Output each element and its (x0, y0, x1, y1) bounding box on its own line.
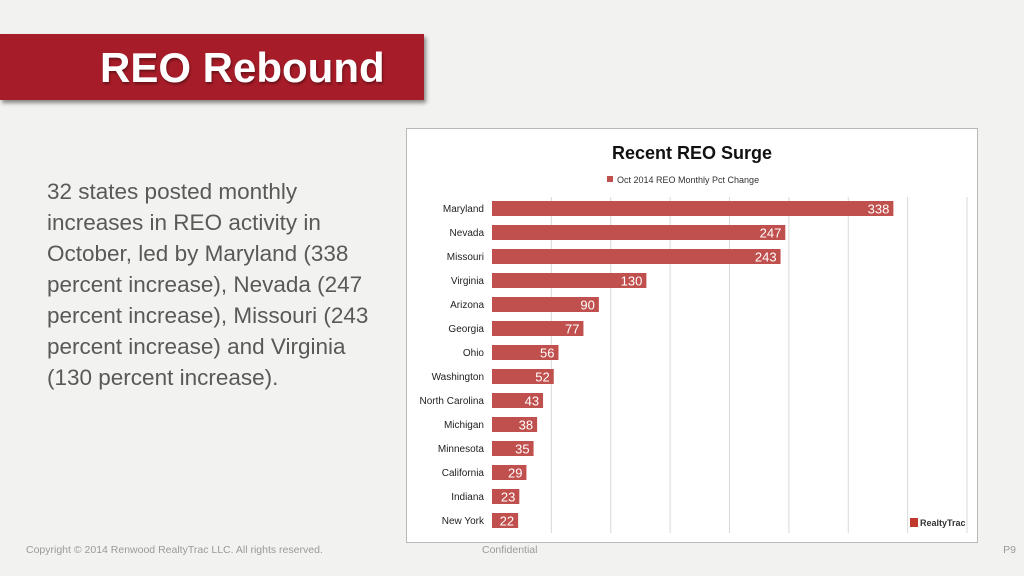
value-label: 43 (525, 394, 539, 409)
slide-body-text: 32 states posted monthly increases in RE… (47, 179, 369, 390)
value-label: 338 (868, 202, 890, 217)
category-label: New York (442, 516, 485, 527)
bar-maryland (492, 201, 894, 216)
legend-swatch (607, 176, 613, 182)
value-label: 243 (755, 250, 777, 265)
logo-text: RealtyTrac (920, 518, 966, 528)
bar-chart: Recent REO Surge Oct 2014 REO Monthly Pc… (420, 143, 968, 533)
grid-lines (550, 197, 968, 533)
value-label: 52 (535, 370, 549, 385)
bar-california (492, 465, 527, 480)
value-label: 29 (508, 466, 522, 481)
title-banner (0, 34, 424, 100)
bar-north-carolina (492, 393, 544, 408)
category-label: Ohio (463, 348, 485, 359)
bar-missouri (492, 249, 781, 264)
bar-ohio (492, 345, 559, 360)
bar-washington (492, 369, 554, 384)
category-label: Maryland (443, 204, 484, 215)
category-label: California (442, 468, 485, 479)
value-label: 77 (565, 322, 579, 337)
footer-confidential: Confidential (482, 544, 538, 556)
value-label: 90 (580, 298, 594, 313)
bars (492, 201, 894, 528)
category-label: Nevada (450, 228, 485, 239)
value-label: 56 (540, 346, 554, 361)
value-label: 35 (515, 442, 529, 457)
legend-label: Oct 2014 REO Monthly Pct Change (617, 175, 759, 185)
category-label: Washington (432, 372, 484, 383)
footer-copyright: Copyright © 2014 Renwood RealtyTrac LLC.… (26, 544, 323, 556)
bar-new-york (492, 513, 519, 528)
value-label: 38 (519, 418, 533, 433)
bar-indiana (492, 489, 520, 504)
category-label: Michigan (444, 420, 484, 431)
logo-mark-icon (910, 518, 918, 527)
chart-title: Recent REO Surge (612, 143, 772, 163)
category-label: Virginia (451, 276, 485, 287)
bar-arizona (492, 297, 599, 312)
bar-michigan (492, 417, 538, 432)
category-label: Georgia (448, 324, 484, 335)
value-label: 247 (760, 226, 782, 241)
category-label: Minnesota (438, 444, 485, 455)
category-label: Indiana (451, 492, 484, 503)
category-label: Arizona (450, 300, 484, 311)
category-labels: Maryland Nevada Missouri Virginia Arizona Geo… (420, 204, 485, 527)
page-number: P9 (1003, 544, 1016, 556)
bar-minnesota (492, 441, 534, 456)
slide-title: REO Rebound (100, 44, 385, 91)
value-label: 22 (500, 514, 514, 529)
value-label: 130 (621, 274, 643, 289)
value-label: 23 (501, 490, 515, 505)
bar-virginia (492, 273, 647, 288)
category-label: North Carolina (420, 396, 485, 407)
chart-frame: Recent REO Surge Oct 2014 REO Monthly Pc… (406, 128, 978, 543)
realtytrac-logo: RealtyTrac (910, 518, 966, 528)
bar-georgia (492, 321, 584, 336)
category-label: Missouri (447, 252, 484, 263)
bar-nevada (492, 225, 786, 240)
